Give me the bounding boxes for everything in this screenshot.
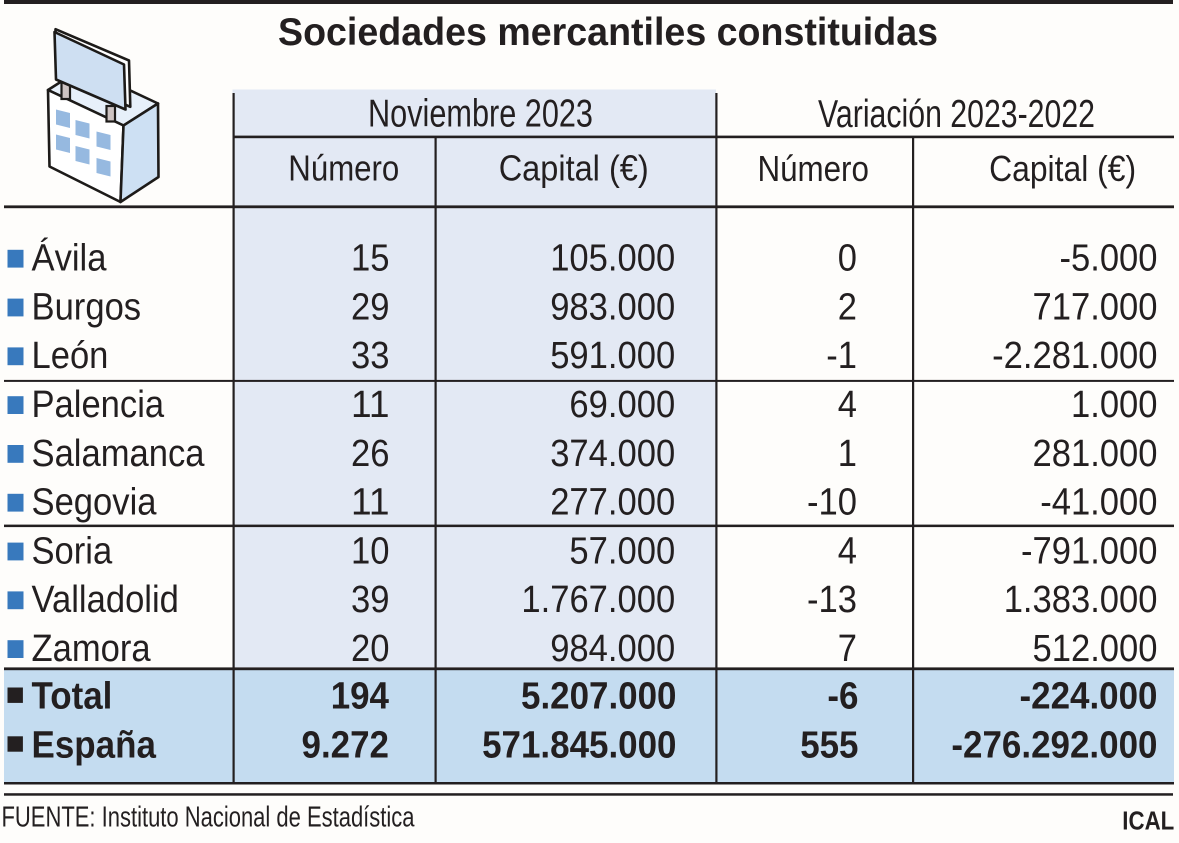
svg-text:FUENTE: Instituto Nacional de: FUENTE: Instituto Nacional de Estadístic… — [2, 802, 416, 834]
svg-text:-5.000: -5.000 — [1060, 238, 1158, 280]
svg-text:57.000: 57.000 — [569, 530, 675, 572]
svg-text:Variación 2023-2022: Variación 2023-2022 — [818, 93, 1095, 136]
svg-text:-224.000: -224.000 — [1020, 676, 1158, 718]
svg-text:512.000: 512.000 — [1033, 628, 1158, 670]
svg-text:Ávila: Ávila — [32, 237, 108, 280]
svg-text:0: 0 — [838, 238, 857, 280]
svg-text:69.000: 69.000 — [569, 384, 675, 426]
svg-text:984.000: 984.000 — [550, 628, 675, 670]
svg-text:Zamora: Zamora — [32, 628, 152, 670]
svg-text:9.272: 9.272 — [302, 724, 390, 766]
svg-text:2: 2 — [838, 286, 857, 328]
svg-text:983.000: 983.000 — [550, 286, 675, 328]
svg-text:-791.000: -791.000 — [1021, 530, 1158, 572]
svg-text:4: 4 — [838, 384, 857, 426]
svg-text:Soria: Soria — [32, 530, 113, 572]
svg-text:717.000: 717.000 — [1033, 286, 1158, 328]
svg-text:281.000: 281.000 — [1033, 433, 1158, 475]
svg-text:Número: Número — [288, 148, 399, 189]
svg-text:277.000: 277.000 — [550, 482, 675, 524]
svg-text:Salamanca: Salamanca — [32, 433, 206, 475]
svg-text:4: 4 — [838, 530, 857, 572]
svg-text:ICAL: ICAL — [1122, 806, 1174, 836]
svg-text:Noviembre 2023: Noviembre 2023 — [368, 92, 593, 135]
svg-text:Sociedades mercantiles constit: Sociedades mercantiles constituidas — [278, 11, 938, 54]
svg-text:39: 39 — [351, 579, 390, 621]
svg-text:Palencia: Palencia — [32, 384, 165, 426]
svg-text:Total: Total — [32, 676, 113, 718]
svg-text:33: 33 — [351, 335, 390, 377]
svg-text:Capital (€): Capital (€) — [499, 148, 649, 189]
svg-text:Capital (€): Capital (€) — [989, 148, 1136, 189]
svg-text:105.000: 105.000 — [550, 238, 675, 280]
svg-text:-13: -13 — [807, 579, 857, 621]
svg-text:571.845.000: 571.845.000 — [482, 724, 676, 766]
svg-text:7: 7 — [838, 628, 857, 670]
svg-text:10: 10 — [351, 530, 390, 572]
svg-text:15: 15 — [351, 238, 390, 280]
svg-text:194: 194 — [331, 676, 389, 718]
svg-text:-2.281.000: -2.281.000 — [992, 335, 1157, 377]
svg-text:26: 26 — [351, 433, 390, 475]
svg-text:Número: Número — [757, 148, 869, 189]
svg-text:555: 555 — [800, 724, 858, 766]
svg-text:29: 29 — [351, 286, 390, 328]
svg-text:1.383.000: 1.383.000 — [1004, 579, 1158, 621]
svg-text:Valladolid: Valladolid — [32, 579, 179, 621]
svg-text:Burgos: Burgos — [32, 286, 142, 328]
svg-text:11: 11 — [351, 482, 390, 524]
svg-text:374.000: 374.000 — [550, 433, 675, 475]
svg-text:5.207.000: 5.207.000 — [521, 676, 677, 718]
svg-text:-276.292.000: -276.292.000 — [951, 724, 1157, 766]
svg-text:-10: -10 — [807, 482, 857, 524]
svg-text:20: 20 — [351, 628, 390, 670]
svg-text:-41.000: -41.000 — [1040, 482, 1157, 524]
svg-text:España: España — [32, 724, 157, 766]
svg-text:León: León — [32, 335, 109, 377]
svg-text:Segovia: Segovia — [32, 482, 158, 524]
svg-text:1.767.000: 1.767.000 — [521, 579, 675, 621]
svg-text:1: 1 — [838, 433, 857, 475]
svg-text:-6: -6 — [827, 676, 858, 718]
svg-text:11: 11 — [351, 384, 390, 426]
svg-text:-1: -1 — [826, 335, 857, 377]
svg-text:591.000: 591.000 — [550, 335, 675, 377]
svg-text:1.000: 1.000 — [1071, 384, 1158, 426]
